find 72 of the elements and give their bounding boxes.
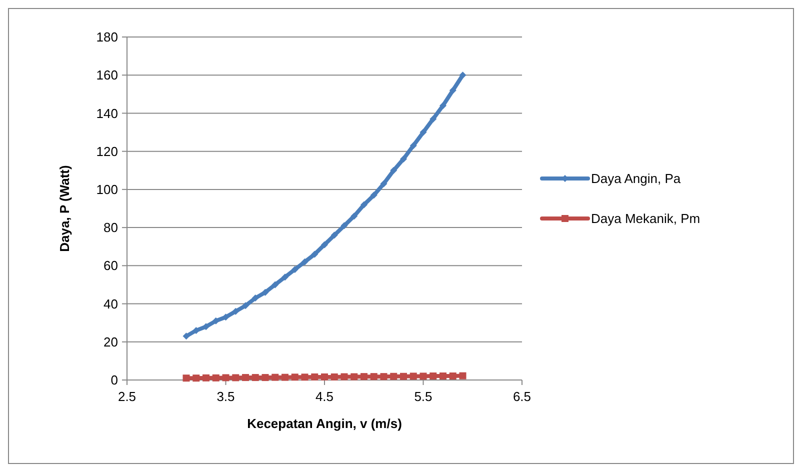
y-tick-label: 40 xyxy=(104,296,118,312)
y-tick-label: 100 xyxy=(96,182,118,197)
point xyxy=(410,142,417,150)
point xyxy=(301,258,308,266)
point xyxy=(192,374,200,382)
x-tick-label: 3.5 xyxy=(216,389,235,404)
point xyxy=(390,166,398,174)
point xyxy=(232,308,240,315)
point xyxy=(340,222,348,230)
y-tick-label: 180 xyxy=(96,30,118,45)
y-tick-label: 0 xyxy=(110,372,118,388)
point xyxy=(212,317,220,324)
point xyxy=(449,372,456,380)
point xyxy=(202,323,210,330)
legend-label: Daya Angin, Pa xyxy=(591,171,682,186)
point xyxy=(282,374,288,381)
point xyxy=(330,232,338,239)
point xyxy=(449,86,456,94)
point xyxy=(301,374,308,381)
point xyxy=(340,373,348,380)
point xyxy=(252,294,259,302)
point xyxy=(390,372,398,380)
point xyxy=(370,192,378,199)
point xyxy=(360,201,368,208)
x-tick-label: 2.5 xyxy=(118,389,136,404)
point xyxy=(222,374,230,382)
x-axis-title: Kecepatan Angin, v (m/s) xyxy=(247,416,402,431)
point xyxy=(440,102,446,110)
point xyxy=(272,281,279,288)
y-tick-label: 80 xyxy=(104,220,118,236)
point xyxy=(420,372,427,380)
point xyxy=(380,180,388,188)
point xyxy=(459,72,466,79)
point xyxy=(420,128,427,136)
point xyxy=(291,374,298,381)
x-tick-label: 5.5 xyxy=(414,389,432,404)
point xyxy=(380,373,388,380)
point xyxy=(350,212,358,220)
point xyxy=(212,374,220,382)
point xyxy=(400,372,407,380)
point xyxy=(242,374,249,382)
point xyxy=(350,373,358,380)
point xyxy=(272,374,279,381)
y-tick-label: 160 xyxy=(96,68,118,83)
point xyxy=(182,332,190,340)
point xyxy=(202,374,210,382)
y-tick-label: 20 xyxy=(104,334,118,350)
point xyxy=(232,374,240,382)
point xyxy=(242,302,249,310)
point xyxy=(282,274,288,281)
y-tick-label: 120 xyxy=(96,144,118,159)
point xyxy=(400,155,407,162)
y-tick-label: 60 xyxy=(104,258,118,274)
point xyxy=(311,373,318,380)
point xyxy=(262,288,269,296)
point xyxy=(360,373,368,380)
point xyxy=(430,372,437,380)
x-tick-label: 4.5 xyxy=(315,389,334,404)
point xyxy=(459,372,466,380)
point xyxy=(311,250,318,258)
point xyxy=(430,115,437,122)
point xyxy=(321,241,328,248)
y-tick-label: 140 xyxy=(96,106,118,121)
point xyxy=(330,373,338,380)
point xyxy=(370,373,378,380)
y-axis-title: Daya, P (Watt) xyxy=(57,165,72,252)
x-tick-label: 6.5 xyxy=(512,389,532,404)
point xyxy=(410,372,417,380)
point xyxy=(262,374,269,382)
legend-label: Daya Mekanik, Pm xyxy=(591,211,700,226)
point xyxy=(291,266,298,273)
point xyxy=(182,374,190,382)
